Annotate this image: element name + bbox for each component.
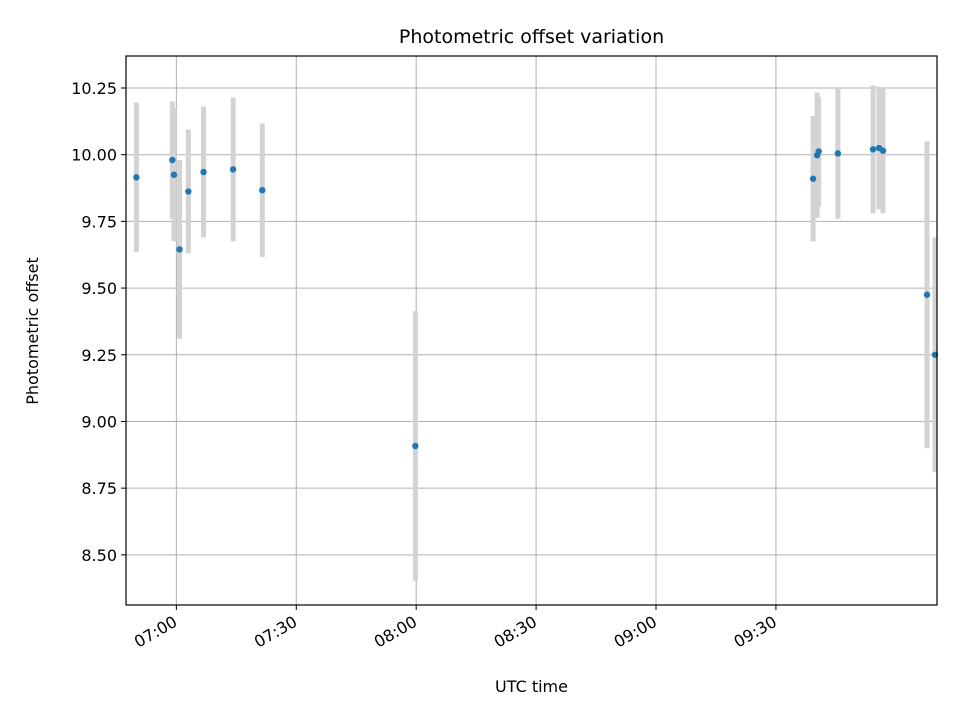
y-tick-label: 9.50 — [81, 279, 117, 298]
data-point — [169, 156, 176, 164]
data-point — [809, 175, 817, 182]
y-axis-label: Photometric offset — [23, 257, 42, 405]
y-tick-label: 10.25 — [71, 79, 117, 98]
plot-area-frame — [125, 55, 938, 606]
y-tick-label: 9.00 — [81, 412, 117, 431]
data-point — [259, 186, 266, 194]
data-point — [412, 442, 419, 450]
data-point — [923, 291, 931, 298]
y-tick-label: 8.50 — [81, 546, 117, 565]
data-point — [834, 150, 842, 157]
data-point — [170, 171, 178, 178]
data-point — [200, 168, 207, 176]
data-point — [185, 188, 192, 195]
data-point — [869, 146, 877, 153]
y-tick-label: 9.25 — [81, 346, 117, 365]
data-point — [176, 246, 183, 253]
y-tick-label: 8.75 — [81, 479, 117, 498]
data-point — [229, 166, 237, 173]
y-tick-label: 9.75 — [81, 212, 117, 231]
data-points — [133, 144, 939, 450]
x-axis-label: UTC time — [495, 677, 568, 696]
y-tick-label: 10.00 — [71, 146, 117, 165]
chart-title: Photometric offset variation — [399, 26, 664, 48]
y-axis-ticks: 8.50 8.75 9.00 9.25 9.50 9.75 10.00 10.25 — [71, 79, 126, 565]
data-point — [133, 174, 140, 181]
data-point — [815, 148, 822, 155]
data-point — [879, 147, 887, 154]
